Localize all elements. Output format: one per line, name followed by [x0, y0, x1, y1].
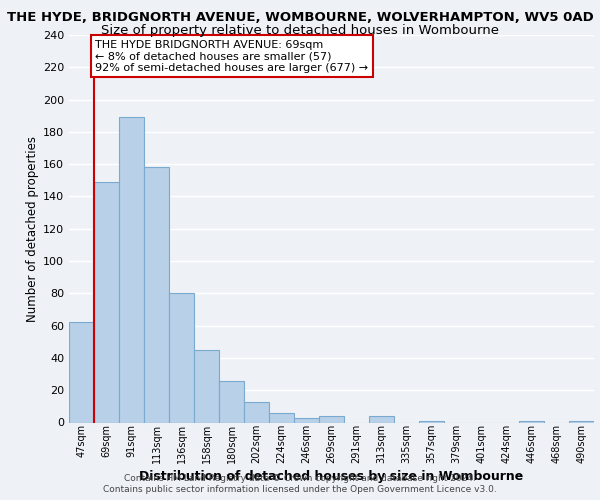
Bar: [94, 182, 119, 422]
Text: Size of property relative to detached houses in Wombourne: Size of property relative to detached ho…: [101, 24, 499, 37]
Bar: [119, 118, 144, 422]
Text: Contains HM Land Registry data © Crown copyright and database right 2024.
Contai: Contains HM Land Registry data © Crown c…: [103, 474, 497, 494]
Bar: [144, 168, 169, 422]
X-axis label: Distribution of detached houses by size in Wombourne: Distribution of detached houses by size …: [139, 470, 524, 483]
Y-axis label: Number of detached properties: Number of detached properties: [26, 136, 39, 322]
Bar: [369, 416, 394, 422]
Bar: [519, 421, 544, 422]
Text: THE HYDE BRIDGNORTH AVENUE: 69sqm
← 8% of detached houses are smaller (57)
92% o: THE HYDE BRIDGNORTH AVENUE: 69sqm ← 8% o…: [95, 40, 368, 73]
Bar: [319, 416, 344, 422]
Bar: [69, 322, 94, 422]
Bar: [219, 380, 244, 422]
Bar: [294, 418, 319, 422]
Bar: [169, 294, 194, 422]
Bar: [569, 421, 594, 422]
Bar: [244, 402, 269, 422]
Bar: [194, 350, 219, 422]
Text: THE HYDE, BRIDGNORTH AVENUE, WOMBOURNE, WOLVERHAMPTON, WV5 0AD: THE HYDE, BRIDGNORTH AVENUE, WOMBOURNE, …: [7, 11, 593, 24]
Bar: [269, 413, 294, 422]
Bar: [419, 421, 444, 422]
